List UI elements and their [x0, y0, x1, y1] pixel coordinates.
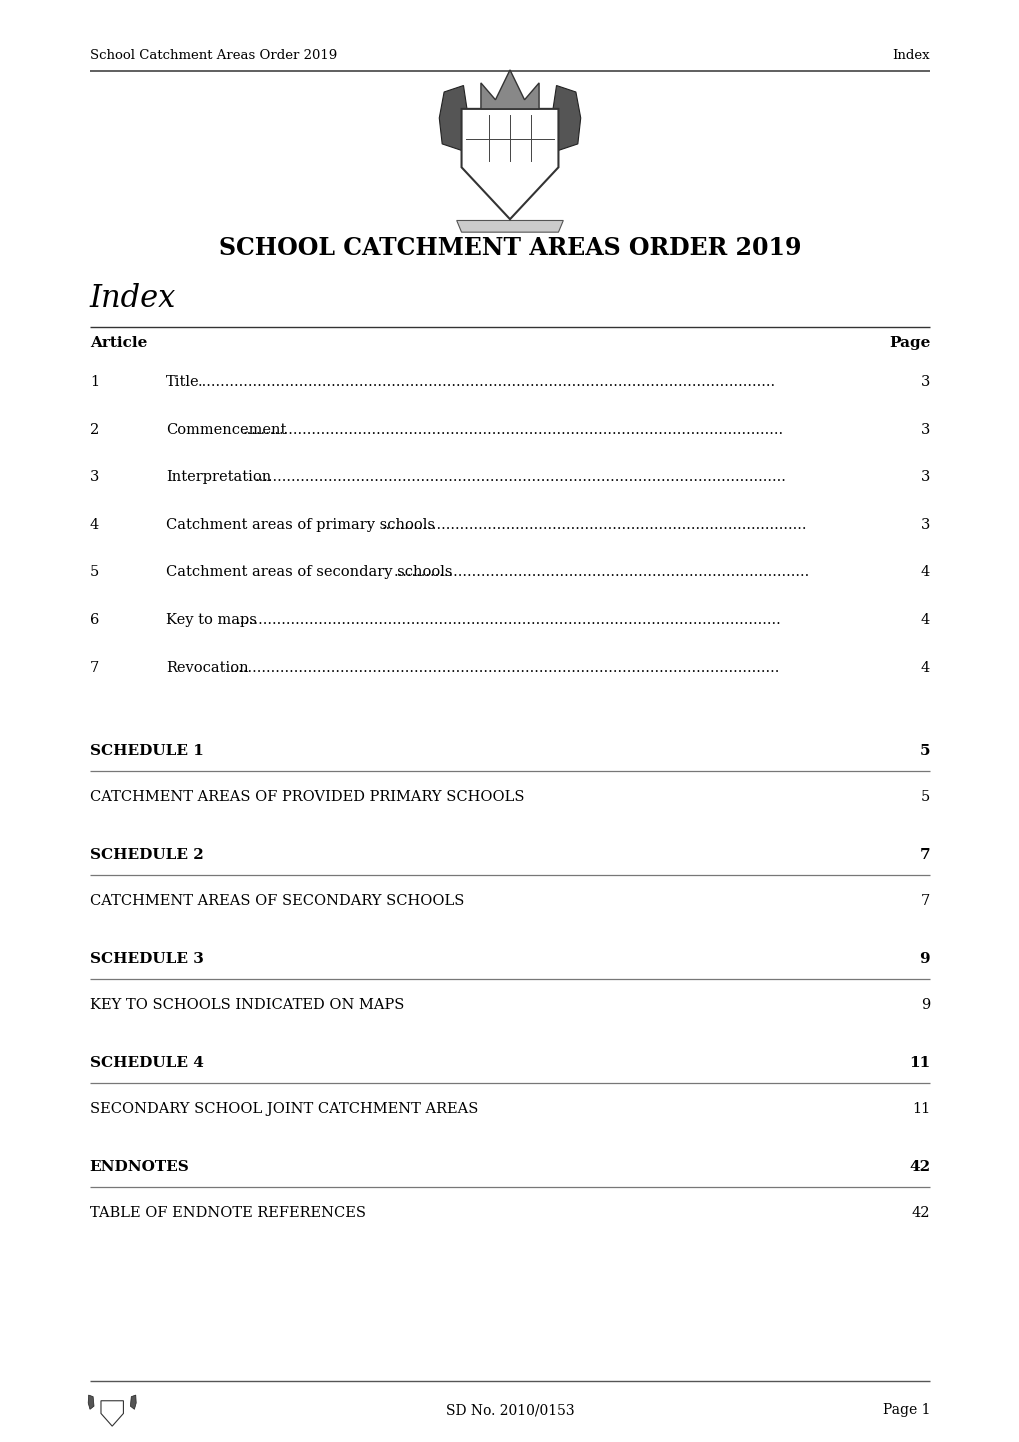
- Text: 4: 4: [920, 565, 929, 580]
- Text: 7: 7: [90, 660, 99, 675]
- Text: Article: Article: [90, 336, 147, 350]
- Text: Index: Index: [90, 284, 176, 314]
- Text: Catchment areas of secondary schools: Catchment areas of secondary schools: [166, 565, 452, 580]
- Text: Title: Title: [166, 375, 200, 389]
- Text: 3: 3: [920, 423, 929, 437]
- Text: SCHEDULE 2: SCHEDULE 2: [90, 848, 204, 862]
- Text: 4: 4: [90, 518, 99, 532]
- Text: ENDNOTES: ENDNOTES: [90, 1159, 190, 1174]
- Text: TABLE OF ENDNOTE REFERENCES: TABLE OF ENDNOTE REFERENCES: [90, 1206, 366, 1220]
- Text: 42: 42: [911, 1206, 929, 1220]
- Text: SD No. 2010/0153: SD No. 2010/0153: [445, 1403, 574, 1417]
- Polygon shape: [462, 110, 558, 219]
- Text: 5: 5: [919, 744, 929, 758]
- Text: School Catchment Areas Order 2019: School Catchment Areas Order 2019: [90, 49, 336, 62]
- Text: 2: 2: [90, 423, 99, 437]
- Text: SCHEDULE 3: SCHEDULE 3: [90, 952, 204, 966]
- Text: Commencement: Commencement: [166, 423, 286, 437]
- Text: Catchment areas of primary schools: Catchment areas of primary schools: [166, 518, 435, 532]
- Text: 42: 42: [908, 1159, 929, 1174]
- Text: 3: 3: [920, 375, 929, 389]
- Text: ................................................................................: ........................................…: [198, 375, 775, 389]
- Text: 9: 9: [919, 952, 929, 966]
- Text: 4: 4: [920, 613, 929, 627]
- Text: CATCHMENT AREAS OF PROVIDED PRIMARY SCHOOLS: CATCHMENT AREAS OF PROVIDED PRIMARY SCHO…: [90, 790, 524, 805]
- Polygon shape: [130, 1394, 137, 1409]
- Text: ................................................................................: ........................................…: [235, 613, 781, 627]
- Text: CATCHMENT AREAS OF SECONDARY SCHOOLS: CATCHMENT AREAS OF SECONDARY SCHOOLS: [90, 894, 464, 908]
- Text: ................................................................................: ........................................…: [255, 470, 786, 485]
- Text: Key to maps: Key to maps: [166, 613, 257, 627]
- Polygon shape: [101, 1400, 123, 1426]
- Text: 7: 7: [919, 848, 929, 862]
- Text: 11: 11: [908, 1056, 929, 1070]
- Polygon shape: [88, 1394, 94, 1409]
- Text: SCHEDULE 1: SCHEDULE 1: [90, 744, 204, 758]
- Text: 7: 7: [920, 894, 929, 908]
- Polygon shape: [481, 69, 539, 110]
- Text: ................................................................................: ........................................…: [381, 518, 806, 532]
- Text: SECONDARY SCHOOL JOINT CATCHMENT AREAS: SECONDARY SCHOOL JOINT CATCHMENT AREAS: [90, 1102, 478, 1116]
- Text: 3: 3: [90, 470, 99, 485]
- Text: Revocation: Revocation: [166, 660, 249, 675]
- Text: Interpretation: Interpretation: [166, 470, 271, 485]
- Text: 5: 5: [920, 790, 929, 805]
- Text: Page 1: Page 1: [881, 1403, 929, 1417]
- Text: ................................................................................: ........................................…: [393, 565, 809, 580]
- Text: Index: Index: [892, 49, 929, 62]
- Text: ................................................................................: ........................................…: [242, 423, 783, 437]
- Polygon shape: [551, 85, 580, 150]
- Polygon shape: [439, 85, 468, 150]
- Text: 3: 3: [920, 518, 929, 532]
- Text: Page: Page: [888, 336, 929, 350]
- Text: 6: 6: [90, 613, 99, 627]
- Text: SCHEDULE 4: SCHEDULE 4: [90, 1056, 204, 1070]
- Text: 5: 5: [90, 565, 99, 580]
- Text: 11: 11: [911, 1102, 929, 1116]
- Polygon shape: [457, 221, 562, 232]
- Text: ................................................................................: ........................................…: [229, 660, 780, 675]
- Text: KEY TO SCHOOLS INDICATED ON MAPS: KEY TO SCHOOLS INDICATED ON MAPS: [90, 998, 404, 1012]
- Text: 3: 3: [920, 470, 929, 485]
- Text: 1: 1: [90, 375, 99, 389]
- Text: 9: 9: [920, 998, 929, 1012]
- Text: SCHOOL CATCHMENT AREAS ORDER 2019: SCHOOL CATCHMENT AREAS ORDER 2019: [218, 236, 801, 260]
- Text: 4: 4: [920, 660, 929, 675]
